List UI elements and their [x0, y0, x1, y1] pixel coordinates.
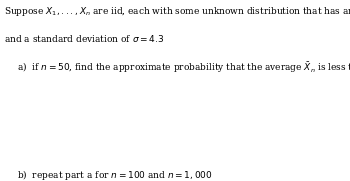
- Text: Suppose $X_1, ..., X_n$ are iid, each with some unknown distribution that has an: Suppose $X_1, ..., X_n$ are iid, each wi…: [4, 5, 350, 18]
- Text: and a standard deviation of $\sigma = 4.3$: and a standard deviation of $\sigma = 4.…: [4, 33, 164, 44]
- Text: a)  if $n = 50$, find the approximate probability that the average $\bar{X}_n$ i: a) if $n = 50$, find the approximate pro…: [17, 60, 350, 75]
- Text: b)  repeat part a for $n = 100$ and $n = 1,000$: b) repeat part a for $n = 100$ and $n = …: [17, 168, 213, 181]
